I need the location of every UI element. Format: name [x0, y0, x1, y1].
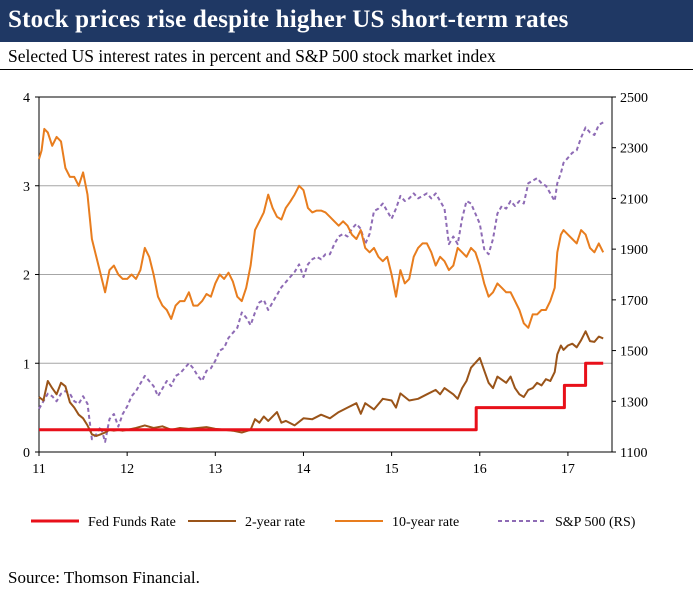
source-note: Source: Thomson Financial. — [8, 568, 200, 587]
right-tick-label: 1700 — [620, 294, 648, 309]
left-tick-label: 3 — [23, 180, 30, 195]
left-tick-label: 0 — [23, 446, 30, 461]
series-line-fed-funds-rate — [39, 361, 604, 432]
series-line-10-year-rate — [38, 127, 605, 329]
x-tick-label: 14 — [296, 462, 310, 477]
legend-label-10-year-rate: 10-year rate — [392, 515, 459, 530]
left-tick-label: 1 — [23, 357, 30, 372]
series-line-2-year-rate — [38, 330, 604, 437]
right-tick-label: 1900 — [620, 243, 648, 258]
series-line-s-p-500-rs — [38, 121, 604, 443]
x-tick-label: 12 — [120, 462, 134, 477]
right-tick-label: 2100 — [620, 192, 648, 207]
gridlines — [39, 185, 612, 364]
x-tick-label: 17 — [561, 462, 575, 477]
left-tick-label: 2 — [23, 269, 30, 284]
x-tick-label: 11 — [32, 462, 45, 477]
right-tick-label: 2500 — [620, 91, 648, 106]
x-tick-label: 13 — [208, 462, 222, 477]
x-tick-label: 15 — [385, 462, 399, 477]
legend-label-s-p-500-rs: S&P 500 (RS) — [555, 515, 636, 530]
right-tick-label: 1500 — [620, 345, 648, 360]
title-divider — [0, 69, 693, 70]
title-bar: Stock prices rise despite higher US shor… — [0, 0, 693, 42]
left-tick-label: 4 — [23, 91, 30, 106]
chart-title: Stock prices rise despite higher US shor… — [8, 6, 569, 33]
right-tick-label: 1300 — [620, 395, 648, 410]
right-tick-label: 2300 — [620, 142, 648, 157]
legend: Fed Funds Rate 2-year rate 10-year rate S&P… — [31, 515, 636, 530]
right-tick-label: 1100 — [620, 446, 647, 461]
legend-label-2-year-rate: 2-year rate — [245, 515, 305, 530]
x-tick-label: 16 — [473, 462, 487, 477]
chart-subtitle: Selected US interest rates in percent an… — [8, 46, 496, 66]
legend-label-fed-funds-rate: Fed Funds Rate — [88, 515, 176, 530]
series-layer — [38, 121, 605, 443]
